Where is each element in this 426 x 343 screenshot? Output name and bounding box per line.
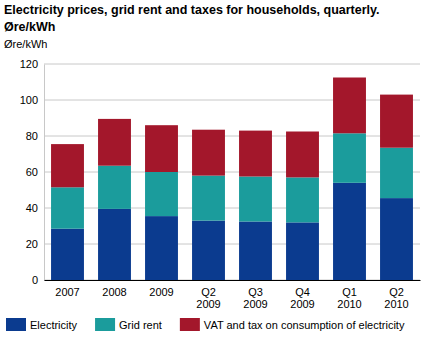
tick-label: Q22009 — [196, 286, 220, 311]
legend: Electricity Grid rent VAT and tax on consu… — [6, 318, 405, 331]
tick: 40 — [26, 202, 44, 214]
tick: 20 — [26, 238, 44, 250]
tick: Q12010 — [337, 280, 361, 310]
tick-label: 20 — [26, 238, 38, 250]
bar — [192, 221, 225, 280]
tick: 2007 — [55, 280, 79, 298]
tick: 100 — [20, 94, 44, 106]
bar — [239, 222, 272, 281]
legend-label: VAT and tax on consumption of electricit… — [204, 319, 405, 331]
tick-label: 120 — [20, 58, 38, 70]
tick-label: 100 — [20, 94, 38, 106]
bar — [145, 172, 178, 216]
bars — [51, 78, 413, 281]
tick-label: 80 — [26, 130, 38, 142]
tick-label: Q22010 — [384, 286, 408, 311]
bar — [380, 148, 413, 198]
grid — [44, 64, 420, 280]
bar — [192, 176, 225, 221]
legend-swatch — [6, 318, 26, 331]
bar — [380, 198, 413, 280]
bar — [239, 177, 272, 222]
tick-label: Q32009 — [243, 286, 267, 311]
tick-label: 60 — [26, 166, 38, 178]
bar — [145, 125, 178, 172]
grid-line — [44, 64, 420, 65]
bar — [333, 133, 366, 183]
tick: 2008 — [102, 280, 126, 298]
tick-label: 2008 — [102, 286, 126, 298]
tick-label: 2007 — [55, 286, 79, 298]
bar — [51, 229, 84, 280]
legend-swatch — [180, 318, 200, 331]
legend-item: Electricity — [6, 318, 78, 331]
tick-label: 0 — [32, 274, 38, 286]
axis-line — [44, 65, 45, 281]
chart: Electricity prices, grid rent and taxes … — [0, 0, 426, 343]
tick: Q22010 — [384, 280, 408, 310]
bar — [333, 183, 366, 280]
bar — [333, 78, 366, 134]
bar — [145, 216, 178, 280]
bar — [98, 166, 131, 209]
legend-item: VAT and tax on consumption of electricit… — [180, 318, 405, 331]
title: Electricity prices, grid rent and taxes … — [4, 3, 383, 34]
bar — [286, 222, 319, 280]
bar — [51, 144, 84, 187]
tick-label: 40 — [26, 202, 38, 214]
tick: 0 — [32, 274, 44, 286]
plot: 0 20 40 60 80 100 120 2007 2008 2009 Q22009 Q32009 Q… — [20, 58, 421, 310]
series — [51, 78, 413, 188]
bar — [98, 119, 131, 166]
bar — [286, 132, 319, 178]
bar — [51, 187, 84, 228]
bar — [239, 131, 272, 177]
bar — [380, 95, 413, 148]
tick: 2009 — [149, 280, 173, 298]
tick: 80 — [26, 130, 44, 142]
bar — [286, 177, 319, 222]
legend-swatch — [95, 318, 115, 331]
legend-label: Grid rent — [119, 319, 162, 331]
tick-label: Q12010 — [337, 286, 361, 311]
tick: 120 — [20, 58, 44, 70]
tick: Q32009 — [243, 280, 267, 310]
y-axis: 0 20 40 60 80 100 120 — [20, 58, 45, 286]
tick: Q22009 — [196, 280, 220, 310]
axis-line — [45, 280, 421, 281]
legend-item: Grid rent — [95, 318, 162, 331]
axis-title: Øre/kWh — [4, 38, 47, 50]
tick-label: 2009 — [149, 286, 173, 298]
x-axis: 2007 2008 2009 Q22009 Q32009 Q42009 Q12010 Q220… — [45, 280, 421, 310]
legend-label: Electricity — [30, 319, 78, 331]
tick-label: Q42009 — [290, 286, 314, 311]
tick: Q42009 — [290, 280, 314, 310]
tick: 60 — [26, 166, 44, 178]
bar — [98, 209, 131, 280]
bar — [192, 130, 225, 176]
